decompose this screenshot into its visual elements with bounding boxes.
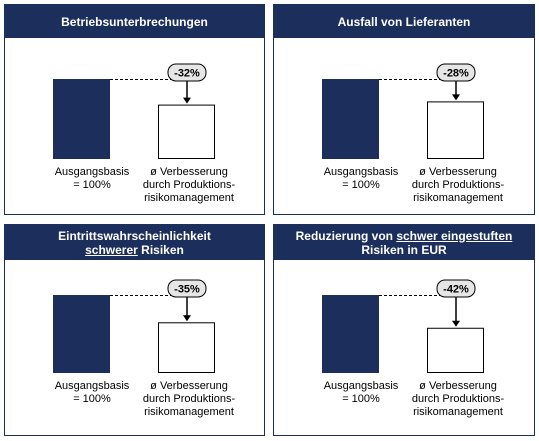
- bar-verbesserung: [427, 101, 484, 159]
- base-label-line-1: Ausgangsbasis: [323, 166, 399, 178]
- panel-title-line-1: Reduzierung von schwer eingestuften: [296, 229, 513, 243]
- panel-title: Ausfall von Lieferanten: [274, 5, 534, 38]
- base-bar-label: Ausgangsbasis = 100%: [296, 380, 426, 406]
- base-label-line-2: = 100%: [73, 393, 111, 405]
- panel-title-text: Ausfall von Lieferanten: [337, 14, 471, 29]
- arrow-head: [452, 320, 460, 327]
- improved-label-line-3: risikomanagement: [144, 406, 234, 418]
- arrow-head: [183, 315, 191, 322]
- improved-label-line-1: ø Verbesserung: [150, 166, 228, 178]
- chart-panel-reduzierung-risiken-eur: Reduzierung von schwer eingestuften Risi…: [273, 224, 535, 436]
- improved-bar-label: ø Verbesserung durch Produktions- risiko…: [393, 166, 523, 205]
- chart-panel-eintrittswahrscheinlichkeit: Eintrittswahrscheinlichkeit schwerer Ris…: [4, 224, 265, 436]
- improved-label-line-1: ø Verbesserung: [419, 380, 497, 392]
- arrow-head: [452, 94, 460, 101]
- panel-title-line-1: Eintrittswahrscheinlichkeit: [58, 228, 211, 243]
- bar-ausgangsbasis: [53, 79, 110, 159]
- panel-title-text: Betriebsunterbrechungen: [61, 14, 208, 29]
- chart-panel-betriebsunterbrechungen: Betriebsunterbrechungen -32% Ausgangsbas…: [4, 4, 265, 215]
- improved-bar-label: ø Verbesserung durch Produktions- risiko…: [124, 380, 254, 419]
- base-bar-label: Ausgangsbasis = 100%: [27, 380, 157, 406]
- panel-title-line-2: schwerer Risiken: [58, 243, 211, 257]
- improved-bar-label: ø Verbesserung durch Produktions- risiko…: [393, 380, 523, 419]
- panel-title-emphasis: schwerer: [85, 242, 138, 257]
- bar-verbesserung: [158, 104, 215, 159]
- base-label-line-2: = 100%: [73, 179, 111, 191]
- improved-label-line-1: ø Verbesserung: [150, 380, 228, 392]
- change-label: -42%: [443, 284, 469, 296]
- panel-title-rest: Risiken: [137, 242, 184, 257]
- base-bar-label: Ausgangsbasis = 100%: [296, 166, 426, 192]
- bar-ausgangsbasis: [53, 295, 110, 373]
- improved-label-line-2: durch Produktions-: [411, 179, 505, 191]
- improved-label-line-3: risikomanagement: [144, 192, 234, 204]
- bar-verbesserung: [427, 327, 484, 374]
- arrow-head: [183, 97, 191, 104]
- change-label: -32%: [174, 68, 200, 80]
- base-label-line-2: = 100%: [342, 179, 380, 191]
- improved-bar-label: ø Verbesserung durch Produktions- risiko…: [124, 166, 254, 205]
- improved-label-line-2: durch Produktions-: [142, 393, 236, 405]
- panel-title: Reduzierung von schwer eingestuften Risi…: [274, 225, 534, 260]
- panel-title: Betriebsunterbrechungen: [5, 5, 264, 38]
- bar-chart: -32%: [53, 63, 215, 159]
- base-label-line-1: Ausgangsbasis: [323, 380, 399, 392]
- base-label-line-1: Ausgangsbasis: [54, 380, 130, 392]
- improved-label-line-3: risikomanagement: [413, 192, 503, 204]
- improved-label-line-1: ø Verbesserung: [419, 166, 497, 178]
- bar-chart: -42%: [322, 279, 484, 374]
- panel-title: Eintrittswahrscheinlichkeit schwerer Ris…: [5, 225, 264, 260]
- improved-label-line-2: durch Produktions-: [142, 179, 236, 191]
- panel-title-prefix: Reduzierung von: [295, 228, 397, 243]
- bar-ausgangsbasis: [322, 295, 379, 373]
- panel-title-emphasis: schwer eingestuften: [396, 228, 513, 243]
- base-label-line-2: = 100%: [342, 393, 380, 405]
- bar-ausgangsbasis: [322, 79, 379, 159]
- improved-label-line-3: risikomanagement: [413, 406, 503, 418]
- bar-chart: -28%: [322, 63, 484, 159]
- change-label: -35%: [174, 284, 200, 296]
- base-bar-label: Ausgangsbasis = 100%: [27, 166, 157, 192]
- chart-panel-ausfall-von-lieferanten: Ausfall von Lieferanten -28% Ausgangsbas…: [273, 4, 535, 215]
- bar-chart: -35%: [53, 279, 215, 374]
- panel-title-line-2: Risiken in EUR: [361, 242, 447, 257]
- change-label: -28%: [443, 68, 469, 80]
- improved-label-line-2: durch Produktions-: [411, 393, 505, 405]
- base-label-line-1: Ausgangsbasis: [54, 166, 130, 178]
- bar-verbesserung: [158, 322, 215, 374]
